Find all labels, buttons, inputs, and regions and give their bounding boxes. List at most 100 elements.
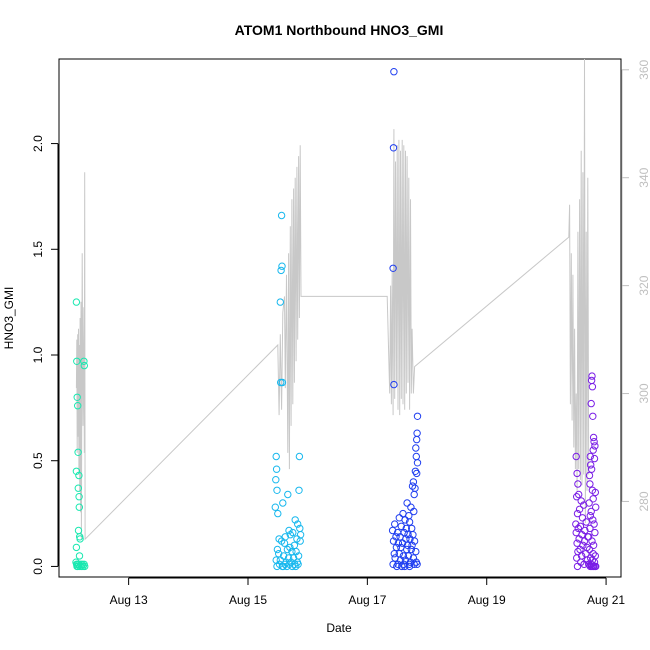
data-point bbox=[412, 547, 420, 556]
data-point bbox=[288, 562, 296, 571]
data-point bbox=[413, 435, 421, 444]
data-point bbox=[412, 452, 420, 461]
data-point bbox=[272, 476, 280, 484]
data-point bbox=[405, 518, 414, 526]
data-point bbox=[409, 478, 418, 486]
secondary-series-line bbox=[75, 58, 590, 541]
data-point bbox=[413, 560, 421, 568]
data-point bbox=[286, 531, 294, 539]
data-point bbox=[72, 298, 81, 306]
data-point bbox=[408, 541, 416, 549]
data-point bbox=[410, 507, 418, 516]
x-axis-label: Date bbox=[326, 621, 352, 635]
data-point bbox=[590, 438, 598, 446]
data-point bbox=[389, 264, 397, 272]
data-point bbox=[403, 541, 412, 549]
data-point bbox=[410, 490, 418, 499]
data-point bbox=[393, 562, 401, 571]
data-point bbox=[573, 493, 581, 501]
data-point bbox=[589, 541, 598, 549]
data-point bbox=[74, 484, 83, 492]
data-point bbox=[580, 537, 589, 545]
chart-title: ATOM1 Northbound HNO3_GMI bbox=[235, 22, 444, 38]
data-point bbox=[403, 499, 411, 507]
data-point bbox=[590, 454, 599, 463]
y-tick-label: 2.0 bbox=[31, 135, 45, 152]
x-axis: Aug 13 Aug 15 Aug 17 Aug 19 Aug 21 bbox=[110, 577, 625, 607]
data-point bbox=[276, 298, 284, 306]
data-point bbox=[411, 467, 420, 475]
y2-tick-label: 300 bbox=[637, 383, 650, 403]
data-point bbox=[391, 520, 399, 528]
data-point bbox=[575, 490, 583, 499]
data-point bbox=[284, 490, 292, 499]
data-point bbox=[277, 266, 285, 275]
data-point bbox=[292, 547, 300, 556]
data-point bbox=[277, 211, 286, 220]
data-point bbox=[577, 497, 585, 505]
data-point bbox=[283, 545, 292, 554]
y2-tick-label: 360 bbox=[637, 59, 650, 79]
plot-frame bbox=[58, 58, 622, 578]
data-point bbox=[585, 471, 594, 480]
data-point bbox=[404, 531, 412, 539]
x-tick-label: Aug 15 bbox=[229, 593, 267, 607]
data-point bbox=[401, 516, 409, 524]
data-point bbox=[292, 562, 300, 571]
data-point bbox=[572, 452, 580, 461]
y2-tick-label: 320 bbox=[637, 275, 650, 295]
data-point bbox=[80, 361, 89, 370]
x-tick-label: Aug 19 bbox=[468, 593, 506, 607]
data-point bbox=[296, 531, 305, 539]
scatter-points-layer bbox=[72, 68, 600, 571]
data-point bbox=[587, 376, 596, 385]
data-point bbox=[75, 493, 83, 501]
data-point bbox=[413, 412, 422, 420]
data-point bbox=[392, 533, 400, 541]
data-point bbox=[590, 520, 598, 528]
data-point bbox=[286, 543, 294, 552]
data-point bbox=[574, 480, 582, 488]
data-point bbox=[587, 399, 595, 408]
data-point bbox=[272, 452, 280, 461]
x-tick-label: Aug 21 bbox=[587, 593, 625, 607]
data-point bbox=[592, 562, 600, 571]
data-point bbox=[73, 393, 81, 401]
x-tick-label: Aug 17 bbox=[348, 593, 386, 607]
data-point bbox=[573, 509, 582, 518]
data-point bbox=[295, 486, 303, 494]
data-point bbox=[281, 560, 289, 568]
data-point bbox=[587, 507, 595, 516]
data-point bbox=[295, 452, 304, 461]
data-point bbox=[589, 433, 598, 442]
data-point bbox=[586, 452, 594, 461]
data-point bbox=[74, 526, 83, 535]
data-point bbox=[589, 516, 597, 524]
data-point bbox=[74, 402, 82, 410]
data-point bbox=[586, 480, 594, 488]
data-point bbox=[573, 562, 582, 571]
data-point bbox=[389, 144, 398, 152]
data-point bbox=[573, 469, 581, 478]
data-point bbox=[75, 552, 84, 560]
data-point bbox=[582, 518, 590, 526]
y-tick-label: 1.5 bbox=[31, 241, 45, 258]
data-point bbox=[72, 467, 81, 475]
data-point bbox=[410, 560, 418, 568]
data-point bbox=[588, 383, 597, 391]
y-tick-label: 0.5 bbox=[31, 452, 45, 469]
secondary-line-layer bbox=[75, 58, 590, 541]
data-point bbox=[574, 524, 582, 533]
data-point bbox=[280, 539, 289, 547]
data-point bbox=[388, 526, 397, 535]
data-point bbox=[591, 442, 599, 450]
data-point bbox=[586, 524, 594, 533]
data-point bbox=[390, 68, 398, 76]
y-axis-label: HNO3_GMI bbox=[2, 287, 16, 350]
data-point bbox=[271, 503, 279, 511]
data-point bbox=[591, 488, 599, 497]
y2-tick-label: 280 bbox=[637, 491, 650, 511]
data-point bbox=[592, 503, 600, 511]
